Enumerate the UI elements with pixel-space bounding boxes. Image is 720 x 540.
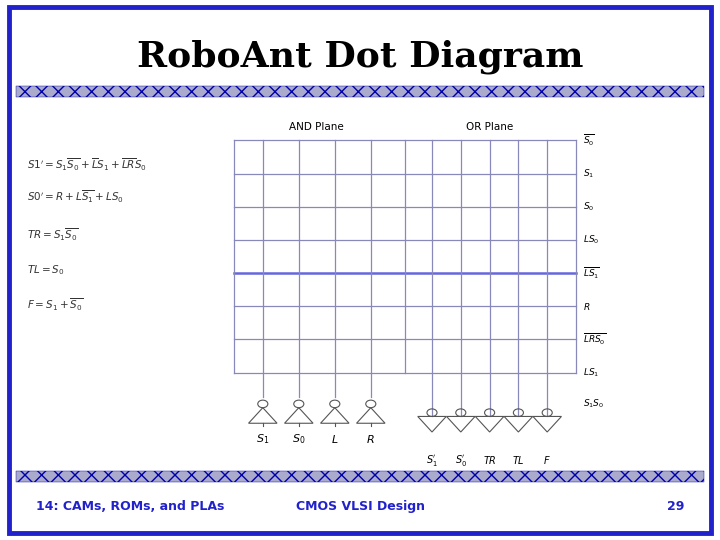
- Text: $LS_0$: $LS_0$: [583, 234, 600, 246]
- Text: $L$: $L$: [331, 433, 338, 445]
- Text: AND Plane: AND Plane: [289, 122, 344, 132]
- Text: RoboAnt Dot Diagram: RoboAnt Dot Diagram: [137, 39, 583, 74]
- Bar: [16, 86, 704, 97]
- Text: $LS_1$: $LS_1$: [583, 366, 600, 379]
- Text: $\overline{LRS_0}$: $\overline{LRS_0}$: [583, 332, 606, 347]
- Text: $\overline{S_0}$: $\overline{S_0}$: [583, 133, 595, 148]
- Text: 14: CAMs, ROMs, and PLAs: 14: CAMs, ROMs, and PLAs: [36, 500, 225, 513]
- Text: $R$: $R$: [583, 301, 590, 312]
- Text: $TL = S_0$: $TL = S_0$: [27, 263, 65, 277]
- Text: $\overline{LS_1}$: $\overline{LS_1}$: [583, 265, 600, 281]
- Bar: [16, 471, 704, 482]
- Text: CMOS VLSI Design: CMOS VLSI Design: [295, 500, 425, 513]
- Text: $S_0$: $S_0$: [583, 200, 595, 213]
- Text: $S_1 S_0$: $S_1 S_0$: [583, 397, 605, 410]
- Text: $S_1$: $S_1$: [256, 432, 269, 446]
- Text: $S_1'$: $S_1'$: [426, 453, 438, 468]
- Bar: [16, 86, 704, 97]
- Text: $S_0'$: $S_0'$: [455, 453, 467, 468]
- Text: $S0' = R + L\overline{S_1} + LS_0$: $S0' = R + L\overline{S_1} + LS_0$: [27, 189, 124, 205]
- Text: $S1' = S_1\overline{S_0} + \overline{L}S_1 + \overline{LR}S_0$: $S1' = S_1\overline{S_0} + \overline{L}S…: [27, 157, 147, 173]
- Text: OR Plane: OR Plane: [466, 122, 513, 132]
- Text: $TR = S_1\overline{S_0}$: $TR = S_1\overline{S_0}$: [27, 227, 78, 243]
- Text: $F$: $F$: [544, 454, 551, 466]
- Text: $S_1$: $S_1$: [583, 167, 595, 180]
- FancyBboxPatch shape: [9, 7, 711, 533]
- Text: $R$: $R$: [366, 433, 375, 445]
- Text: $F = S_1 + \overline{S_0}$: $F = S_1 + \overline{S_0}$: [27, 297, 84, 313]
- Bar: [16, 471, 704, 482]
- Text: $TR$: $TR$: [482, 454, 497, 466]
- Text: $S_0$: $S_0$: [292, 432, 305, 446]
- Text: $TL$: $TL$: [512, 454, 525, 466]
- Text: 29: 29: [667, 500, 684, 513]
